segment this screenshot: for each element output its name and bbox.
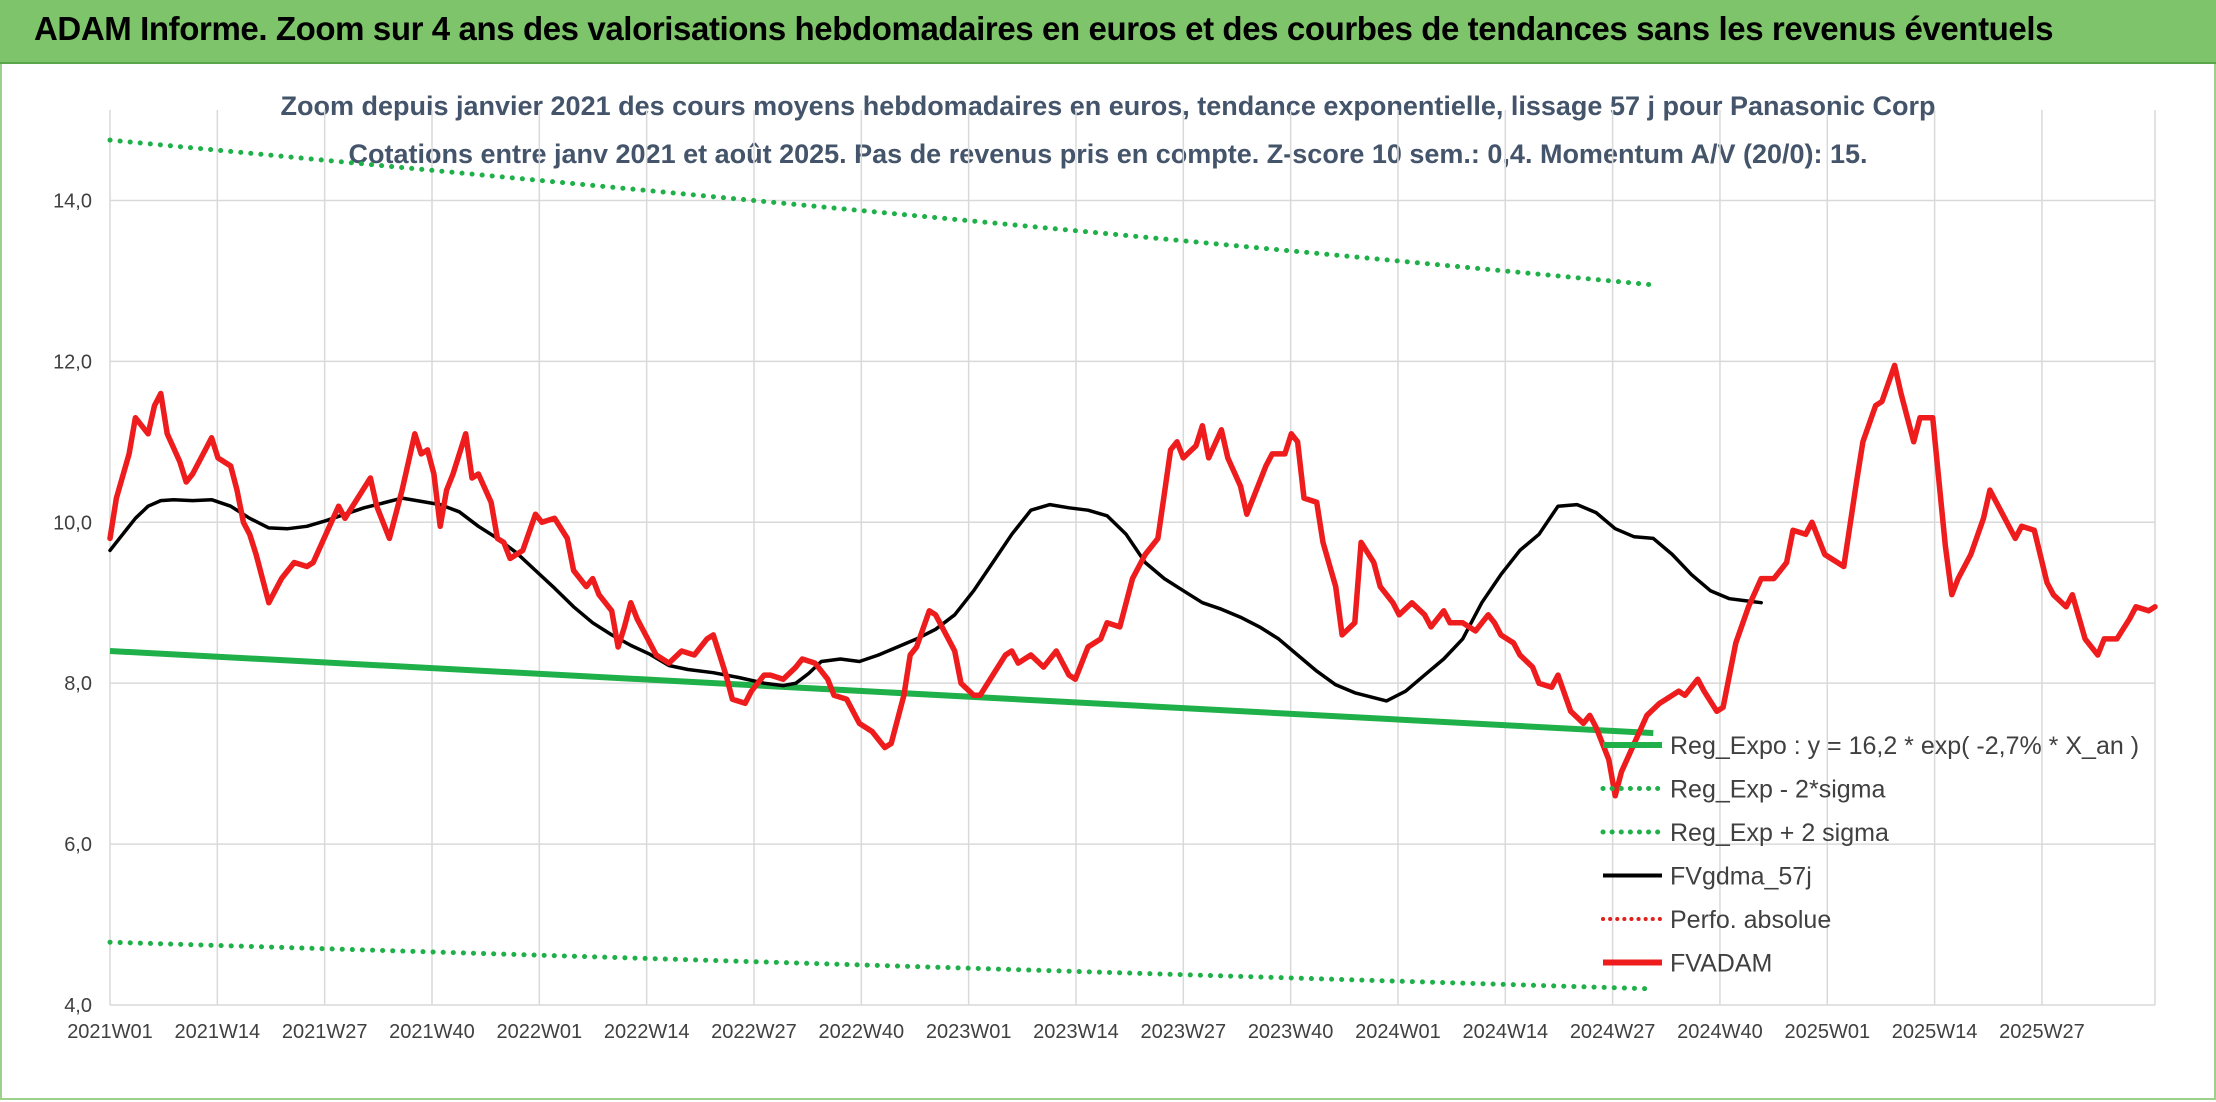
series-line-fvgdma-57j: [108, 496, 1763, 703]
x-tick-label: 2024W14: [1462, 1021, 1548, 1043]
x-tick-label: 2022W01: [497, 1021, 583, 1043]
chart-subtitle: Cotations entre janv 2021 et août 2025. …: [348, 139, 1867, 169]
x-tick-label: 2024W01: [1355, 1021, 1441, 1043]
y-tick-label: 14,0: [53, 190, 92, 212]
x-tick-label: 2023W27: [1140, 1021, 1226, 1043]
x-tick-label: 2024W27: [1570, 1021, 1656, 1043]
x-tick-label: 2025W01: [1784, 1021, 1870, 1043]
x-tick-label: 2024W40: [1677, 1021, 1763, 1043]
x-tick-label: 2022W27: [711, 1021, 797, 1043]
y-tick-label: 12,0: [53, 351, 92, 373]
report-banner: ADAM Informe. Zoom sur 4 ans des valoris…: [0, 0, 2216, 64]
series-line-reg-exp-2-sigma: [107, 137, 1656, 288]
chart-title: Zoom depuis janvier 2021 des cours moyen…: [280, 91, 1935, 121]
chart-frame: [0, 64, 2216, 1100]
x-tick-label: 2023W14: [1033, 1021, 1119, 1043]
x-axis-ticks: 2021W01 2021W14 2021W27 2021W40 2022W01 2022W…: [67, 1021, 2085, 1043]
legend-label: FVADAM: [1670, 950, 1772, 978]
legend-label: Reg_Exp - 2*sigma: [1670, 776, 1885, 804]
legend-label: Reg_Expo : y = 16,2 * exp( -2,7% * X_an …: [1670, 732, 2139, 760]
x-tick-label: 2021W27: [282, 1021, 368, 1043]
series-line-reg-expo-y-16-2-exp-2-7-x-an: [109, 648, 1654, 737]
x-tick-label: 2021W01: [67, 1021, 153, 1043]
legend: Reg_Expo : y = 16,2 * exp( -2,7% * X_an …: [1600, 732, 2139, 978]
x-tick-label: 2021W40: [389, 1021, 475, 1043]
x-tick-label: 2022W40: [819, 1021, 905, 1043]
y-tick-label: 8,0: [64, 673, 92, 695]
report-banner-title: ADAM Informe. Zoom sur 4 ans des valoris…: [34, 10, 2054, 47]
legend-label: Reg_Exp + 2 sigma: [1670, 819, 1889, 847]
grid-lines: [109, 110, 2156, 1006]
x-tick-label: 2023W40: [1248, 1021, 1334, 1043]
y-tick-label: 10,0: [53, 512, 92, 534]
legend-label: Perfo. absolue: [1670, 906, 1831, 934]
x-tick-label: 2023W01: [926, 1021, 1012, 1043]
legend-label: FVgdma_57j: [1670, 863, 1812, 891]
series-line-fvadam: [107, 362, 2158, 799]
x-tick-label: 2025W27: [1999, 1021, 2085, 1043]
x-tick-label: 2025W14: [1892, 1021, 1978, 1043]
x-tick-label: 2021W14: [175, 1021, 261, 1043]
series-line-reg-exp-2-sigma: [107, 939, 1656, 992]
y-tick-label: 4,0: [64, 995, 92, 1017]
x-tick-label: 2022W14: [604, 1021, 690, 1043]
series-lines: [107, 137, 2158, 992]
y-tick-label: 6,0: [64, 834, 92, 856]
y-axis-ticks: 4,0 6,0 8,0 10,0 12,0 14,0: [53, 190, 92, 1017]
